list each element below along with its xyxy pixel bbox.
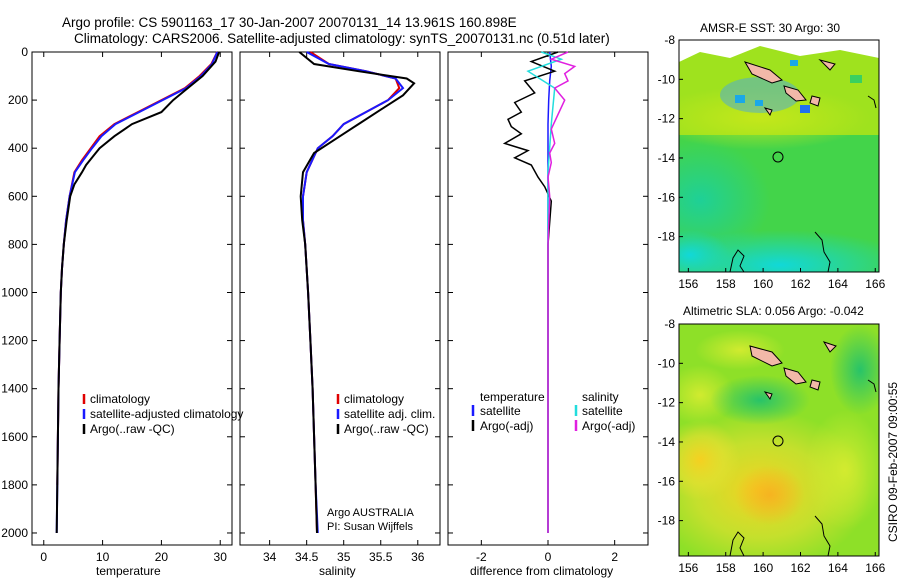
- temperature-axis-ticks: 0 10 20 30: [40, 52, 227, 564]
- footer-timestamp: CSIRO 09-Feb-2007 09:00:55: [886, 382, 900, 542]
- map-y-tick-label: -8: [664, 33, 675, 47]
- map-x-tick-label: 160: [753, 561, 773, 575]
- series-argo-raw-qc: [298, 51, 416, 534]
- map-x-tick-label: 156: [678, 561, 698, 575]
- map-x-tick-label: 156: [678, 277, 698, 291]
- legend-climatology: climatology: [90, 392, 150, 406]
- salinity-panel: 34 34.5 35 35.5 36 salinity climatology sate…: [239, 51, 441, 578]
- legend-argo-raw: Argo(..raw -QC): [344, 422, 429, 436]
- salinity-profiles: [298, 51, 416, 534]
- map-x-tick-label: 166: [865, 561, 885, 575]
- map-x-tick-label: 158: [716, 561, 736, 575]
- sst-argo-marker: [772, 151, 784, 163]
- sla-map: Altimetric SLA: 0.056 Argo: -0.042 156 15…: [658, 304, 886, 575]
- map-x-tick-label: 162: [790, 277, 810, 291]
- difference-xlabel: difference from climatology: [470, 564, 613, 578]
- difference-panel: -2 0 2 difference from climatology tempera…: [447, 51, 649, 578]
- sla-argo-marker: [772, 435, 784, 447]
- y-tick-label: 800: [8, 237, 28, 251]
- legend-sat-adj-climatology: satellite-adjusted climatology: [90, 407, 243, 421]
- series-salinity-satellite: [526, 51, 564, 533]
- sst-map: AMSR-E SST: 30 Argo: 30: [658, 21, 886, 291]
- salinity-depth-ticks: [240, 51, 440, 534]
- map-y-tick-label: -10: [658, 72, 676, 86]
- map-x-tick-label: 160: [753, 277, 773, 291]
- map-y-tick-label: -8: [664, 317, 675, 331]
- y-tick-label: 1600: [1, 430, 28, 444]
- legend-climatology: climatology: [344, 392, 404, 406]
- pi-label: PI: Susan Wijffels: [327, 521, 413, 533]
- title-line-2: Climatology: CARS2006. Satellite-adjuste…: [74, 31, 610, 46]
- series-argo-raw-qc: [55, 51, 221, 534]
- sst-map-ticks: 156 158 160 162 164 166 -8 -10 -12 -14 -16 -18: [658, 33, 886, 291]
- legend-temp-argo: Argo(-adj): [480, 419, 533, 433]
- x-tick-label: 34.5: [295, 550, 319, 564]
- temperature-panel: 0 200 400 600 800 1000 1200 1400 1600 1800 2000 0 1…: [1, 45, 243, 578]
- series-satellite-adj-clim: [302, 51, 405, 534]
- x-tick-label: 0: [40, 550, 47, 564]
- series-satellite-adjusted-climatology: [55, 51, 219, 534]
- x-tick-label: 0: [545, 550, 552, 564]
- legend-sat-adj-clim: satellite adj. clim.: [344, 407, 435, 421]
- legend-temp-satellite: satellite: [480, 404, 521, 418]
- sla-map-title: Altimetric SLA: 0.056 Argo: -0.042: [683, 304, 864, 318]
- title-line-1: Argo profile: CS 5901163_17 30-Jan-2007 …: [62, 15, 517, 30]
- map-y-tick-label: -12: [658, 112, 676, 126]
- sla-map-ticks: 156 158 160 162 164 166 -8 -10 -12 -14 -16 -18: [658, 317, 886, 575]
- temperature-profiles: [55, 51, 221, 534]
- legend-sal-argo: Argo(-adj): [582, 419, 635, 433]
- y-tick-label: 400: [8, 141, 28, 155]
- map-y-tick-label: -14: [658, 151, 676, 165]
- y-tick-label: 2000: [1, 526, 28, 540]
- series-climatology: [302, 51, 401, 534]
- x-tick-label: 2: [611, 550, 618, 564]
- temperature-xlabel: temperature: [96, 564, 161, 578]
- x-tick-label: 35: [337, 550, 351, 564]
- map-y-tick-label: -18: [658, 514, 676, 528]
- x-tick-label: 20: [155, 550, 169, 564]
- legend-salinity-heading: salinity: [582, 390, 619, 404]
- map-y-tick-label: -18: [658, 230, 676, 244]
- map-x-tick-label: 158: [716, 277, 736, 291]
- y-tick-label: 600: [8, 189, 28, 203]
- map-y-tick-label: -16: [658, 474, 676, 488]
- series-temperature-argo-adj: [502, 51, 559, 533]
- depth-axis-ticks: 0 200 400 600 800 1000 1200 1400 1600 1800 2000: [1, 45, 232, 540]
- y-tick-label: 1800: [1, 478, 28, 492]
- salinity-axis-ticks: 34 34.5 35 35.5 36: [263, 52, 425, 564]
- argo-australia-label: Argo AUSTRALIA: [327, 507, 414, 519]
- salinity-xlabel: salinity: [319, 564, 356, 578]
- x-tick-label: 10: [96, 550, 110, 564]
- y-tick-label: 1000: [1, 285, 28, 299]
- map-y-tick-label: -14: [658, 435, 676, 449]
- y-tick-label: 200: [8, 93, 28, 107]
- y-tick-label: 1400: [1, 382, 28, 396]
- x-tick-label: 30: [214, 550, 228, 564]
- x-tick-label: 35.5: [369, 550, 393, 564]
- legend-sal-satellite: satellite: [582, 404, 623, 418]
- difference-legend: temperature satellite Argo(-adj) salinit…: [471, 390, 635, 433]
- map-y-tick-label: -12: [658, 396, 676, 410]
- sst-map-title: AMSR-E SST: 30 Argo: 30: [700, 21, 840, 35]
- x-tick-label: -2: [476, 550, 487, 564]
- map-x-tick-label: 164: [828, 277, 848, 291]
- map-y-tick-label: -16: [658, 190, 676, 204]
- difference-profiles: [502, 51, 577, 533]
- x-tick-label: 36: [411, 550, 425, 564]
- series-salinity-argo-adj: [547, 51, 577, 533]
- legend-argo-raw: Argo(..raw -QC): [90, 422, 175, 436]
- legend-temperature-heading: temperature: [480, 390, 545, 404]
- difference-depth-ticks: [448, 51, 648, 534]
- temperature-legend: climatology satellite-adjusted climatolo…: [82, 392, 243, 436]
- x-tick-label: 34: [263, 550, 277, 564]
- map-x-tick-label: 164: [828, 561, 848, 575]
- salinity-legend: climatology satellite adj. clim. Argo(..…: [336, 392, 435, 436]
- y-tick-label: 0: [21, 45, 28, 59]
- map-x-tick-label: 166: [865, 277, 885, 291]
- map-x-tick-label: 162: [790, 561, 810, 575]
- map-y-tick-label: -10: [658, 356, 676, 370]
- y-tick-label: 1200: [1, 334, 28, 348]
- difference-axis-ticks: -2 0 2: [476, 52, 618, 564]
